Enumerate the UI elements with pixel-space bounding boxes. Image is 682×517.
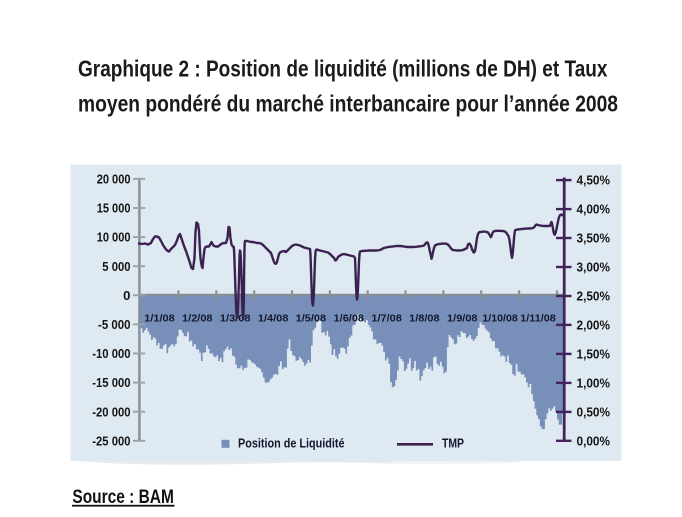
svg-text:-15 000: -15 000 [92,375,130,390]
svg-text:moyen pondéré du marché interb: moyen pondéré du marché interbancaire po… [78,90,618,116]
svg-text:15 000: 15 000 [97,201,131,216]
svg-text:4,50%: 4,50% [577,173,611,188]
svg-text:20 000: 20 000 [97,172,131,187]
svg-text:0: 0 [123,288,130,303]
svg-text:4,00%: 4,00% [577,202,611,217]
svg-text:1,50%: 1,50% [577,347,611,362]
svg-text:10 000: 10 000 [97,230,131,245]
svg-text:1/3/08: 1/3/08 [220,313,251,325]
svg-text:3,00%: 3,00% [577,260,611,275]
svg-text:1/1/08: 1/1/08 [144,313,175,325]
svg-text:1/2/08: 1/2/08 [182,313,213,325]
svg-text:-25 000: -25 000 [92,433,130,448]
svg-text:1/8/08: 1/8/08 [409,313,440,325]
svg-text:1/4/08: 1/4/08 [258,313,289,325]
svg-text:-10 000: -10 000 [92,346,130,361]
svg-text:TMP: TMP [442,437,464,451]
svg-text:1/9/08: 1/9/08 [447,313,478,325]
svg-text:1/7/08: 1/7/08 [371,313,402,325]
svg-text:1,00%: 1,00% [577,376,611,391]
svg-text:3,50%: 3,50% [577,231,611,246]
svg-text:1/6/08: 1/6/08 [334,313,365,325]
svg-text:2,00%: 2,00% [577,318,611,333]
svg-text:Source : BAM: Source : BAM [72,486,173,508]
svg-text:1/10/08: 1/10/08 [482,313,518,325]
svg-text:0,00%: 0,00% [577,433,611,448]
svg-text:-5 000: -5 000 [98,317,131,332]
svg-text:-20 000: -20 000 [92,404,130,419]
svg-text:1/5/08: 1/5/08 [296,313,327,325]
svg-text:5 000: 5 000 [102,259,130,274]
svg-text:Graphique 2 : Position de liqu: Graphique 2 : Position de liquidité (mil… [78,56,608,82]
svg-text:1/11/08: 1/11/08 [520,313,556,325]
svg-text:2,50%: 2,50% [577,289,611,304]
svg-text:Position de Liquidité: Position de Liquidité [238,436,345,450]
svg-text:0,50%: 0,50% [577,405,611,420]
